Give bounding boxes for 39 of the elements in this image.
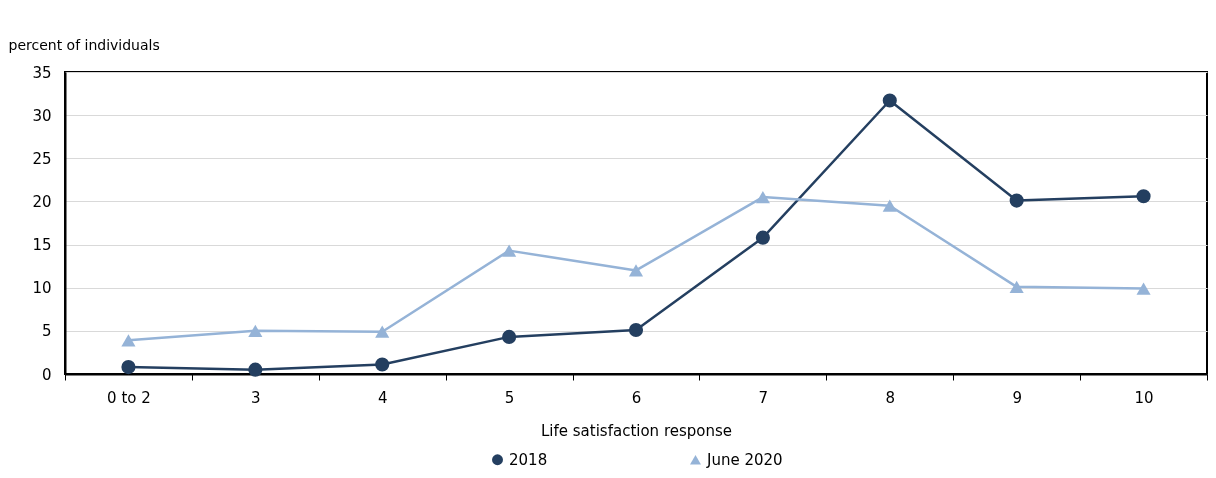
point — [248, 362, 263, 377]
point — [882, 93, 897, 108]
y-tick-label: 15 — [32, 236, 52, 255]
x-tick-label: 8 — [885, 388, 896, 407]
y-axis-title: percent of individuals — [8, 36, 160, 53]
x-tick-label: 7 — [758, 388, 769, 407]
point — [628, 322, 644, 338]
x-tick-label: 5 — [504, 388, 515, 407]
y-tick-label: 20 — [32, 192, 52, 211]
point — [1009, 193, 1024, 208]
point — [755, 230, 770, 245]
x-tick-label: 4 — [377, 388, 388, 407]
y-tick-label: 5 — [41, 322, 52, 341]
point — [121, 360, 136, 375]
x-tick-label: 3 — [251, 388, 261, 407]
y-tick-label: 35 — [32, 63, 52, 82]
y-tick-label: 0 — [41, 365, 52, 384]
legend-label: June 2020 — [706, 450, 783, 469]
point — [375, 325, 390, 338]
point — [375, 357, 390, 372]
point — [121, 334, 136, 347]
point — [1009, 280, 1024, 293]
y-tick-label: 10 — [32, 279, 52, 298]
x-tick-label: 6 — [631, 388, 642, 407]
point — [1136, 189, 1151, 204]
y-tick-label: 25 — [32, 149, 52, 168]
x-tick-label: 9 — [1012, 388, 1022, 407]
legend-label: 2018 — [509, 450, 548, 469]
point — [628, 264, 644, 277]
point — [755, 190, 770, 204]
point — [502, 244, 517, 257]
y-tick-label: 30 — [32, 106, 52, 125]
x-tick-label: 0 to 2 — [107, 388, 151, 407]
x-axis-title: Life satisfaction response — [540, 421, 733, 440]
point — [882, 199, 897, 212]
point — [502, 329, 517, 344]
point — [248, 324, 263, 337]
point — [1136, 282, 1151, 295]
x-tick-label: 10 — [1134, 388, 1154, 407]
